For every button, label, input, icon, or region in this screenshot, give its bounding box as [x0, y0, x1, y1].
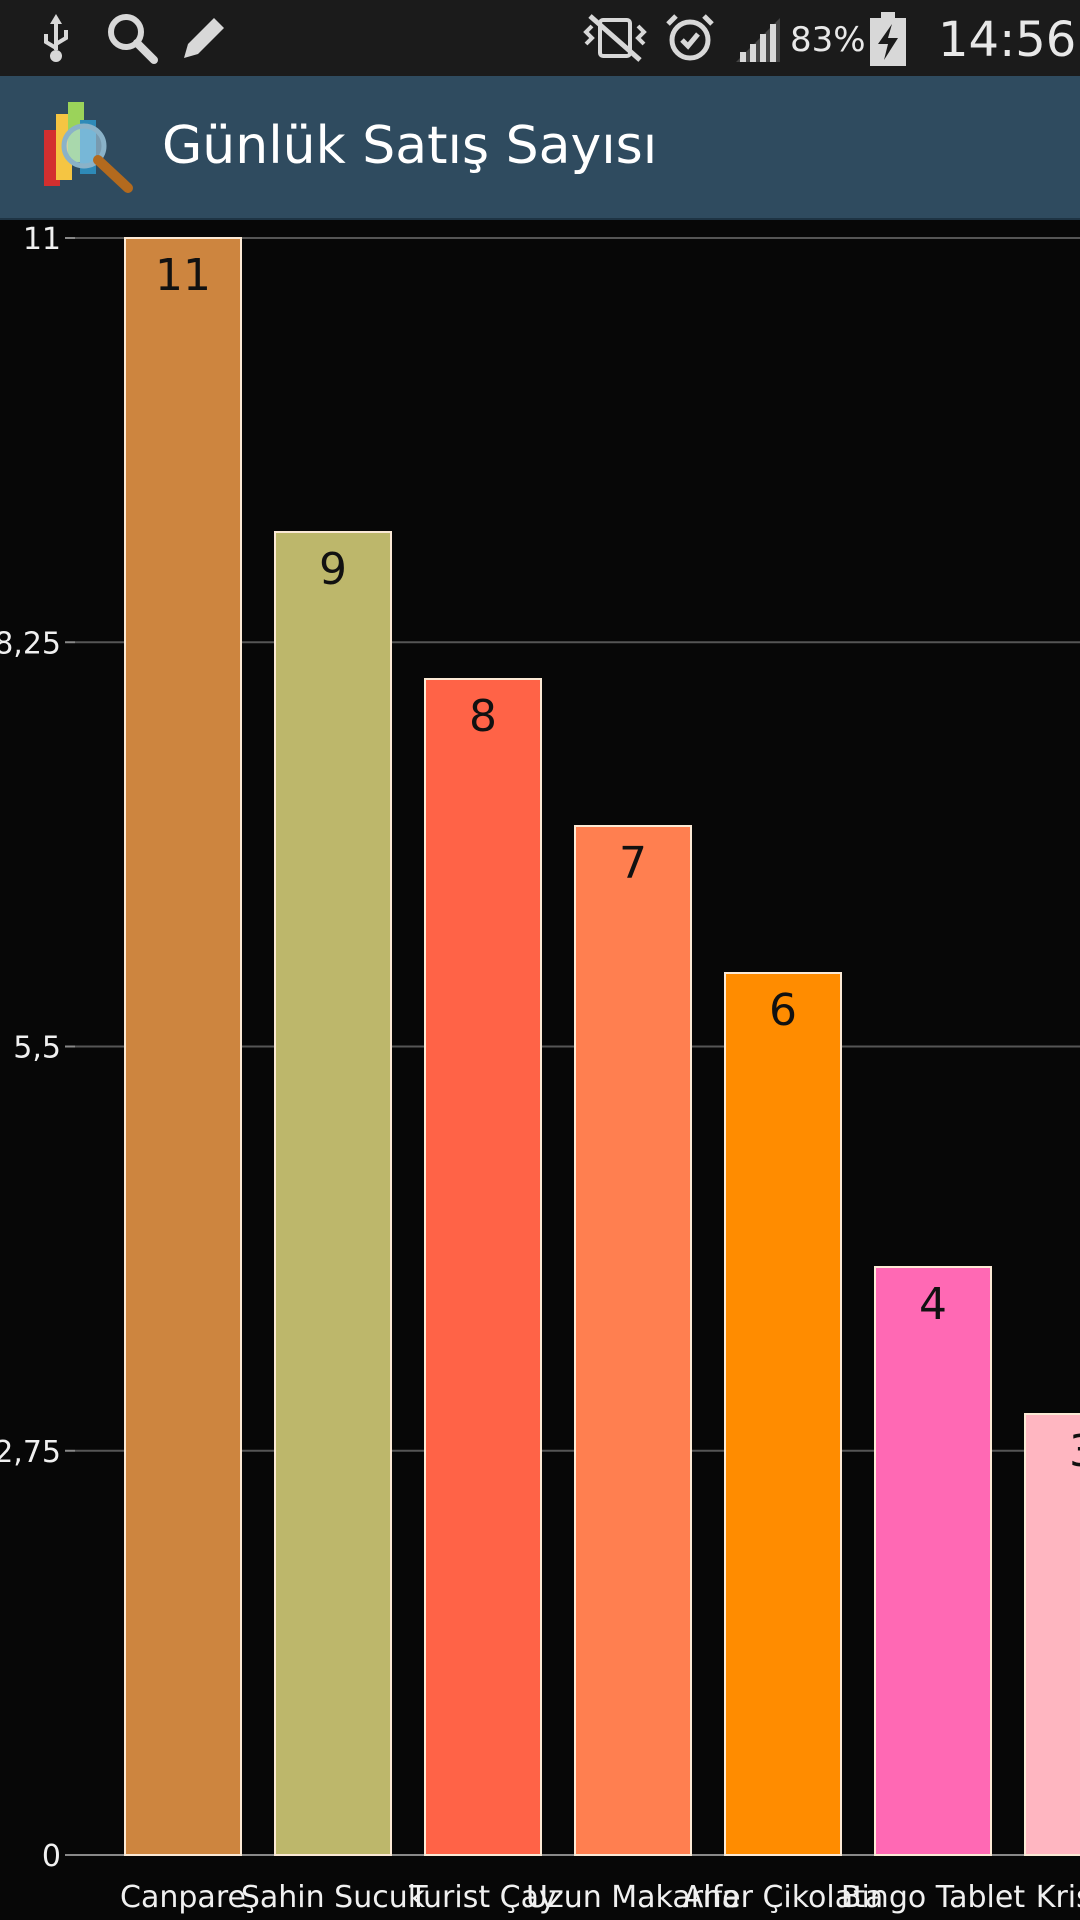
y-tick-label: 2,75 [0, 1435, 61, 1470]
x-category-label: Şahin Sucuk [241, 1880, 426, 1915]
x-category-label: Alfer Çikolata [683, 1880, 884, 1915]
pencil-icon [184, 18, 224, 58]
bar-chart: 0 2,75 5,5 8,25 11 11 Canpare 9 Şahin Sucuk 8 Turi… [0, 222, 1080, 1915]
bar-value-label: 4 [919, 1279, 947, 1330]
action-bar: Günlük Satış Sayısı [0, 76, 1080, 220]
bar-value-label: 8 [469, 691, 497, 742]
signal-icon [736, 18, 780, 62]
bar-value-label: 6 [769, 985, 797, 1036]
x-category-label: Kristal [1036, 1880, 1080, 1915]
bar-value-label: 11 [155, 250, 211, 301]
page-title: Günlük Satış Sayısı [162, 116, 658, 176]
vibrate-icon [583, 14, 647, 62]
chart-magnifier-icon[interactable] [40, 96, 140, 196]
clock: 14:56 [938, 12, 1077, 68]
status-bar: 83% 14:56 [0, 0, 1080, 76]
bar[interactable] [724, 972, 842, 1856]
y-tick-label: 5,5 [13, 1031, 61, 1066]
bar[interactable] [1024, 1413, 1080, 1856]
bar-value-label: 9 [319, 544, 347, 595]
y-tick-label: 0 [42, 1839, 61, 1874]
x-category-label: Turist Çay [408, 1880, 556, 1915]
y-tick-label: 11 [23, 222, 61, 257]
battery-charging-icon [870, 12, 906, 66]
bar[interactable] [274, 531, 392, 1856]
bar[interactable] [574, 825, 692, 1856]
bar[interactable] [874, 1266, 992, 1856]
alarm-icon [666, 14, 714, 61]
y-tick-label: 8,25 [0, 626, 61, 661]
bar[interactable] [424, 678, 542, 1856]
x-category-label: Bingo Tablet [841, 1880, 1025, 1915]
bar-value-label: 7 [619, 838, 647, 889]
x-category-label: Canpare [120, 1880, 246, 1915]
x-category-label: Uzun Makarna [526, 1880, 740, 1915]
battery-percent: 83% [790, 20, 866, 60]
usb-icon [44, 14, 68, 62]
bar[interactable] [124, 237, 242, 1856]
search-icon [108, 14, 158, 64]
bar-value-label: 3 [1069, 1426, 1080, 1477]
